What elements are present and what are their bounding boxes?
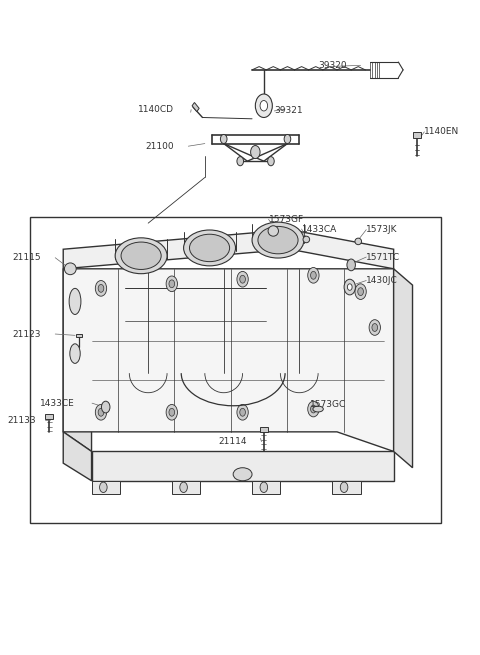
Ellipse shape [268,226,278,236]
Circle shape [169,280,175,288]
Text: 21114: 21114 [219,437,247,446]
Circle shape [237,157,243,166]
Ellipse shape [69,288,81,314]
Circle shape [372,324,378,331]
Ellipse shape [115,238,167,274]
Ellipse shape [190,234,229,261]
Circle shape [369,320,381,335]
Circle shape [237,404,248,420]
Bar [45,413,53,419]
Circle shape [308,402,319,417]
Circle shape [284,134,291,143]
Circle shape [166,276,178,291]
Circle shape [355,284,366,299]
Bar [413,132,421,138]
Bar [260,426,268,432]
Circle shape [180,482,187,493]
Circle shape [251,145,260,159]
Circle shape [240,275,245,283]
Text: 1140EN: 1140EN [424,127,459,136]
Circle shape [96,404,107,420]
Bar [332,481,360,494]
Circle shape [260,482,268,493]
Ellipse shape [233,468,252,481]
Text: 21123: 21123 [12,329,41,339]
Text: 39321: 39321 [274,107,303,115]
Text: 1571TC: 1571TC [366,253,400,261]
Text: 1573JK: 1573JK [366,225,398,234]
Circle shape [268,157,274,166]
Ellipse shape [258,227,298,253]
Circle shape [99,482,107,493]
Circle shape [348,284,352,290]
Polygon shape [63,269,92,451]
Bar [172,481,200,494]
Text: 39320: 39320 [318,61,347,70]
Text: 21115: 21115 [12,253,41,262]
Ellipse shape [252,222,304,258]
Circle shape [220,134,227,143]
Polygon shape [63,269,394,451]
Ellipse shape [183,230,236,266]
Polygon shape [63,432,92,481]
Circle shape [358,288,363,295]
Circle shape [311,405,316,413]
Circle shape [169,408,175,416]
Circle shape [96,280,107,296]
Polygon shape [63,230,394,269]
Circle shape [347,259,355,271]
Polygon shape [92,451,394,481]
Polygon shape [76,334,82,337]
Circle shape [340,482,348,493]
Ellipse shape [303,236,310,243]
Circle shape [308,267,319,283]
Circle shape [240,408,245,416]
Text: 1140CD: 1140CD [138,105,174,114]
Text: 1573GF: 1573GF [268,215,304,224]
Circle shape [311,271,316,279]
Text: 1573GC: 1573GC [310,400,347,409]
Circle shape [237,271,248,287]
Ellipse shape [70,344,80,364]
Circle shape [260,100,268,111]
Circle shape [344,279,355,295]
Ellipse shape [64,263,76,274]
Text: 1433CE: 1433CE [40,399,75,407]
Ellipse shape [313,406,324,412]
Circle shape [166,404,178,420]
Text: 1430JC: 1430JC [366,276,398,285]
Circle shape [98,284,104,292]
Ellipse shape [355,238,361,245]
Text: 21133: 21133 [8,416,36,424]
Text: 21100: 21100 [145,141,174,151]
Ellipse shape [121,242,161,269]
Circle shape [98,408,104,416]
Bar [30,217,441,523]
Polygon shape [394,269,412,468]
Circle shape [255,94,272,117]
Text: 1433CA: 1433CA [301,225,337,234]
Circle shape [101,402,110,413]
Polygon shape [192,102,199,111]
Bar [252,481,280,494]
Bar [92,481,120,494]
